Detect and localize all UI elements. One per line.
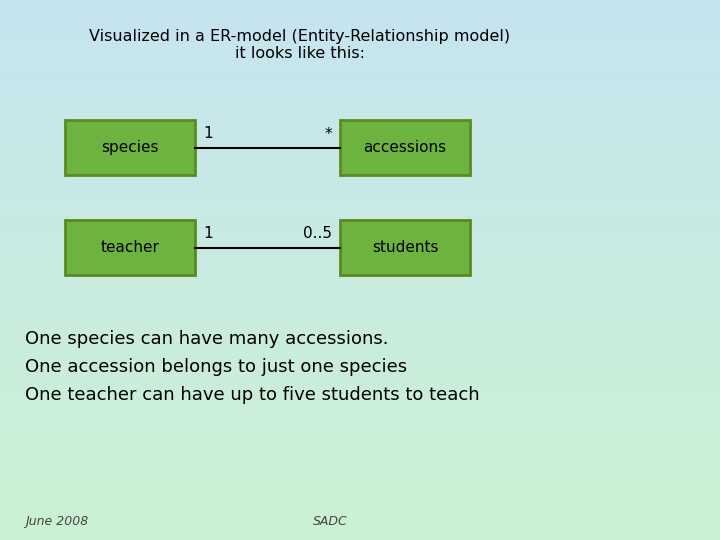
FancyBboxPatch shape — [340, 220, 470, 275]
Text: 1: 1 — [203, 126, 212, 141]
Text: *: * — [325, 126, 332, 141]
Text: teacher: teacher — [101, 240, 159, 255]
Text: One accession belongs to just one species: One accession belongs to just one specie… — [25, 358, 407, 376]
Text: SADC: SADC — [312, 515, 347, 528]
Text: it looks like this:: it looks like this: — [235, 46, 365, 62]
Text: One species can have many accessions.: One species can have many accessions. — [25, 330, 389, 348]
FancyBboxPatch shape — [65, 220, 195, 275]
Text: 0..5: 0..5 — [303, 226, 332, 241]
Text: students: students — [372, 240, 438, 255]
Text: accessions: accessions — [364, 140, 446, 155]
Text: Visualized in a ER-model (Entity-Relationship model): Visualized in a ER-model (Entity-Relatio… — [89, 30, 510, 44]
Text: One teacher can have up to five students to teach: One teacher can have up to five students… — [25, 386, 480, 404]
Text: 1: 1 — [203, 226, 212, 241]
FancyBboxPatch shape — [340, 120, 470, 175]
Text: June 2008: June 2008 — [25, 515, 89, 528]
Text: species: species — [102, 140, 158, 155]
FancyBboxPatch shape — [65, 120, 195, 175]
